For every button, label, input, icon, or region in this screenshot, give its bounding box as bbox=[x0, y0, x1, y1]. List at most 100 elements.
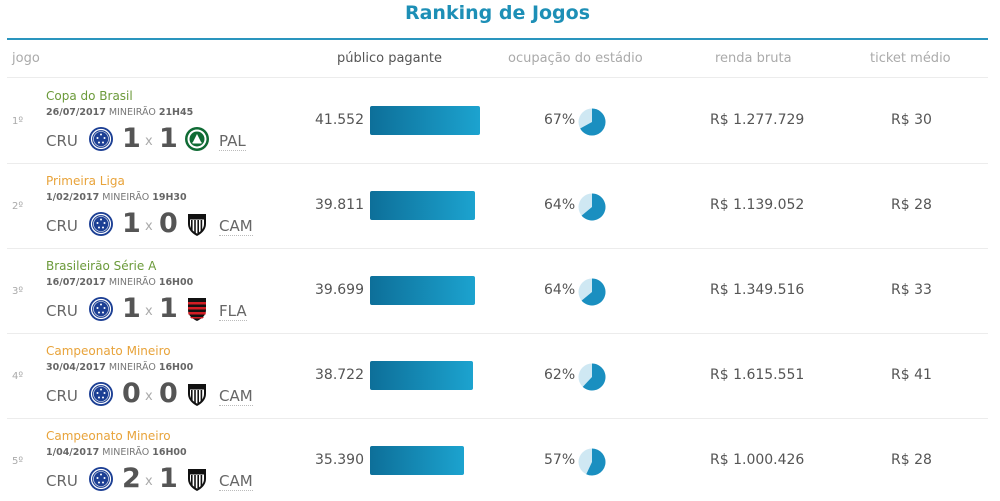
competition-name: Campeonato Mineiro bbox=[46, 429, 171, 443]
away-score: 0 bbox=[159, 378, 178, 409]
match-time: 16H00 bbox=[158, 277, 194, 288]
publico-bar bbox=[370, 276, 475, 305]
pie-slice bbox=[580, 108, 606, 136]
header-ticket-medio[interactable]: ticket médio bbox=[870, 51, 951, 66]
pie-slice bbox=[581, 193, 606, 221]
ticket-medio-value: R$ 28 bbox=[891, 452, 932, 468]
ocupacao-pie-chart bbox=[578, 278, 606, 306]
publico-bar-track bbox=[370, 106, 480, 135]
match-date: 16/07/2017 bbox=[46, 277, 106, 288]
away-team-link[interactable]: CAM bbox=[219, 472, 253, 491]
match-time: 19H30 bbox=[152, 192, 187, 203]
ocupacao-pie-chart bbox=[578, 448, 606, 476]
match-venue: MINEIRÃO bbox=[108, 277, 156, 288]
flamengo-crest-icon bbox=[184, 296, 210, 322]
match-meta: 30/04/2017 MINEIRÃO 16H00 bbox=[46, 362, 193, 373]
header-jogo[interactable]: jogo bbox=[12, 51, 40, 66]
table-row[interactable]: 1º Copa do Brasil 26/07/2017 MINEIRÃO 21… bbox=[7, 79, 988, 164]
table-row[interactable]: 2º Primeira Liga 1/02/2017 MINEIRÃO 19H3… bbox=[7, 164, 988, 249]
atletico-mineiro-crest-icon bbox=[184, 466, 210, 492]
home-team: CRU bbox=[46, 302, 78, 320]
table-row[interactable]: 5º Campeonato Mineiro 1/04/2017 MINEIRÃO… bbox=[7, 419, 988, 501]
home-score: 1 bbox=[122, 293, 141, 324]
renda-bruta-value: R$ 1.000.426 bbox=[710, 452, 805, 468]
header-renda-bruta[interactable]: renda bruta bbox=[715, 51, 792, 66]
table-row[interactable]: 3º Brasileirão Série A 16/07/2017 MINEIR… bbox=[7, 249, 988, 334]
rank-position: 5º bbox=[12, 456, 24, 467]
home-team: CRU bbox=[46, 472, 78, 490]
publico-bar bbox=[370, 191, 475, 220]
away-team-link[interactable]: PAL bbox=[219, 132, 246, 151]
publico-bar-track bbox=[370, 191, 480, 220]
header-publico-pagante[interactable]: público pagante bbox=[337, 51, 442, 66]
home-score: 1 bbox=[122, 123, 141, 154]
pie-slice bbox=[582, 363, 606, 391]
rank-position: 2º bbox=[12, 201, 24, 212]
pie-slice bbox=[586, 448, 606, 476]
score-separator: x bbox=[145, 304, 153, 319]
match-date: 30/04/2017 bbox=[46, 362, 106, 373]
publico-bar-track bbox=[370, 361, 480, 390]
away-team-link[interactable]: CAM bbox=[219, 387, 253, 406]
match-date: 1/04/2017 bbox=[46, 447, 100, 458]
ocupacao-pie-chart bbox=[578, 193, 606, 221]
away-score: 1 bbox=[159, 123, 178, 154]
ticket-medio-value: R$ 41 bbox=[891, 367, 932, 383]
match-meta: 26/07/2017 MINEIRÃO 21H45 bbox=[46, 107, 193, 118]
renda-bruta-value: R$ 1.139.052 bbox=[710, 197, 805, 213]
score-separator: x bbox=[145, 389, 153, 404]
competition-name: Primeira Liga bbox=[46, 174, 125, 188]
rank-position: 1º bbox=[12, 116, 24, 127]
publico-pagante-value: 39.811 bbox=[315, 197, 364, 213]
home-team: CRU bbox=[46, 132, 78, 150]
publico-pagante-value: 35.390 bbox=[315, 452, 364, 468]
away-score: 1 bbox=[159, 293, 178, 324]
cruzeiro-crest-icon bbox=[88, 381, 114, 407]
rank-position: 4º bbox=[12, 371, 24, 382]
score-separator: x bbox=[145, 474, 153, 489]
publico-pagante-value: 39.699 bbox=[315, 282, 364, 298]
match-meta: 1/04/2017 MINEIRÃO 16H00 bbox=[46, 447, 187, 458]
competition-name: Campeonato Mineiro bbox=[46, 344, 171, 358]
score-separator: x bbox=[145, 134, 153, 149]
renda-bruta-value: R$ 1.349.516 bbox=[710, 282, 805, 298]
match-venue: MINEIRÃO bbox=[108, 107, 156, 118]
home-score: 0 bbox=[122, 378, 141, 409]
cruzeiro-crest-icon bbox=[88, 126, 114, 152]
publico-bar bbox=[370, 106, 480, 135]
ocupacao-value: 67% bbox=[544, 112, 576, 128]
ticket-medio-value: R$ 33 bbox=[891, 282, 932, 298]
table-header: jogo público pagante ocupação do estádio… bbox=[7, 41, 988, 78]
table-row[interactable]: 4º Campeonato Mineiro 30/04/2017 MINEIRÃ… bbox=[7, 334, 988, 419]
score-separator: x bbox=[145, 219, 153, 234]
atletico-mineiro-crest-icon bbox=[184, 211, 210, 237]
away-team-link[interactable]: CAM bbox=[219, 217, 253, 236]
match-time: 16H00 bbox=[152, 447, 187, 458]
competition-name: Brasileirão Série A bbox=[46, 259, 157, 273]
title-divider bbox=[7, 38, 988, 40]
ocupacao-pie-chart bbox=[578, 363, 606, 391]
away-score: 1 bbox=[159, 463, 178, 494]
home-team: CRU bbox=[46, 387, 78, 405]
publico-bar-track bbox=[370, 446, 480, 475]
publico-bar bbox=[370, 361, 473, 390]
match-meta: 1/02/2017 MINEIRÃO 19H30 bbox=[46, 192, 187, 203]
palmeiras-crest-icon bbox=[184, 126, 210, 152]
rank-position: 3º bbox=[12, 286, 24, 297]
match-date: 1/02/2017 bbox=[46, 192, 100, 203]
ocupacao-value: 64% bbox=[544, 282, 576, 298]
publico-pagante-value: 41.552 bbox=[315, 112, 364, 128]
pie-slice bbox=[581, 278, 606, 306]
match-meta: 16/07/2017 MINEIRÃO 16H00 bbox=[46, 277, 193, 288]
match-time: 16H00 bbox=[158, 362, 194, 373]
cruzeiro-crest-icon bbox=[88, 296, 114, 322]
header-ocupacao-estadio[interactable]: ocupação do estádio bbox=[508, 51, 643, 66]
home-score: 1 bbox=[122, 208, 141, 239]
match-venue: MINEIRÃO bbox=[102, 192, 150, 203]
home-team: CRU bbox=[46, 217, 78, 235]
away-team-link[interactable]: FLA bbox=[219, 302, 247, 321]
page-title: Ranking de Jogos bbox=[404, 2, 591, 24]
competition-name: Copa do Brasil bbox=[46, 89, 133, 103]
match-date: 26/07/2017 bbox=[46, 107, 106, 118]
match-venue: MINEIRÃO bbox=[102, 447, 150, 458]
